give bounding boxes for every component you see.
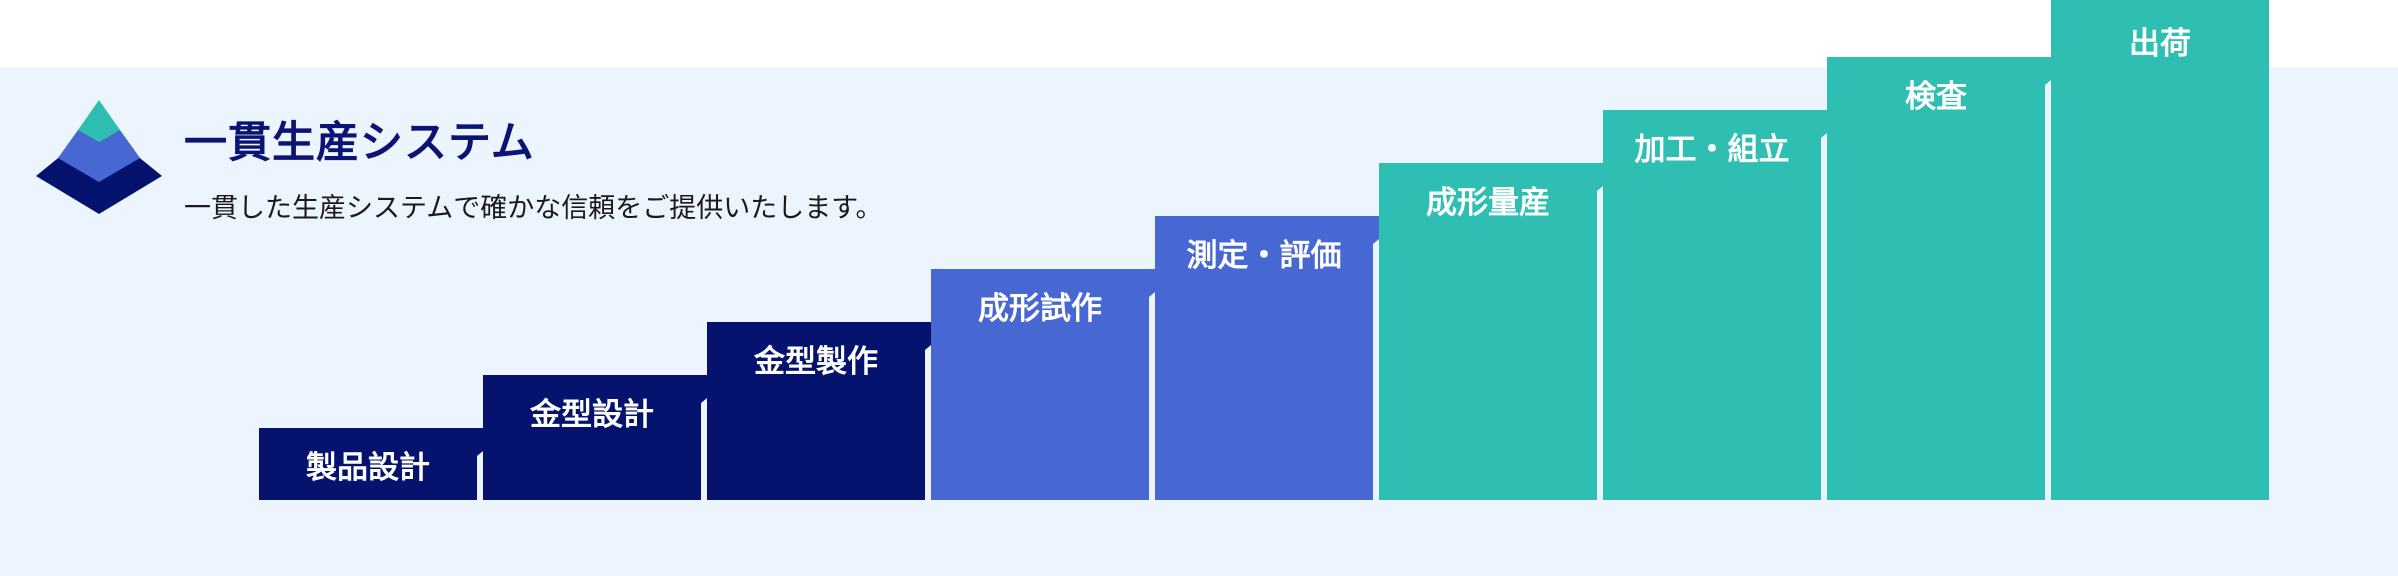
process-step: 加工・組立 <box>1603 110 1855 500</box>
process-step: 金型製作 <box>707 322 959 500</box>
page-subtitle: 一貫した生産システムで確かな信頼をご提供いたします。 <box>184 193 883 224</box>
step-label: 製品設計 <box>306 450 430 486</box>
step-block <box>1379 163 1631 500</box>
process-step: 出荷 <box>2051 0 2269 500</box>
step-label: 成形量産 <box>1426 185 1550 221</box>
step-label: 出荷 <box>2129 26 2191 62</box>
step-block <box>2051 4 2269 500</box>
step-label: 成形試作 <box>978 291 1102 327</box>
step-label: 検査 <box>1905 79 1967 115</box>
pyramid-top-layer <box>78 100 120 142</box>
pyramid-middle-layer <box>58 130 140 182</box>
process-step: 測定・評価 <box>1155 216 1407 500</box>
step-block <box>931 269 1183 500</box>
step-block <box>483 375 735 500</box>
step-block <box>1155 216 1407 500</box>
step-label: 加工・組立 <box>1635 132 1790 168</box>
step-block-top <box>2051 0 2269 5</box>
step-label: 金型製作 <box>753 344 878 380</box>
pyramid-icon <box>36 100 162 214</box>
process-step: 製品設計 <box>259 428 511 500</box>
process-step: 検査 <box>1827 57 2079 500</box>
step-label: 測定・評価 <box>1187 238 1342 274</box>
step-label: 金型設計 <box>529 397 654 433</box>
page-title: 一貫生産システム <box>184 118 535 168</box>
process-step: 金型設計 <box>483 375 735 500</box>
process-step: 成形試作 <box>931 269 1183 500</box>
step-block <box>1827 57 2079 500</box>
process-step: 成形量産 <box>1379 163 1631 500</box>
step-block <box>1603 110 1855 500</box>
step-block <box>707 322 959 500</box>
step-block <box>259 428 511 500</box>
